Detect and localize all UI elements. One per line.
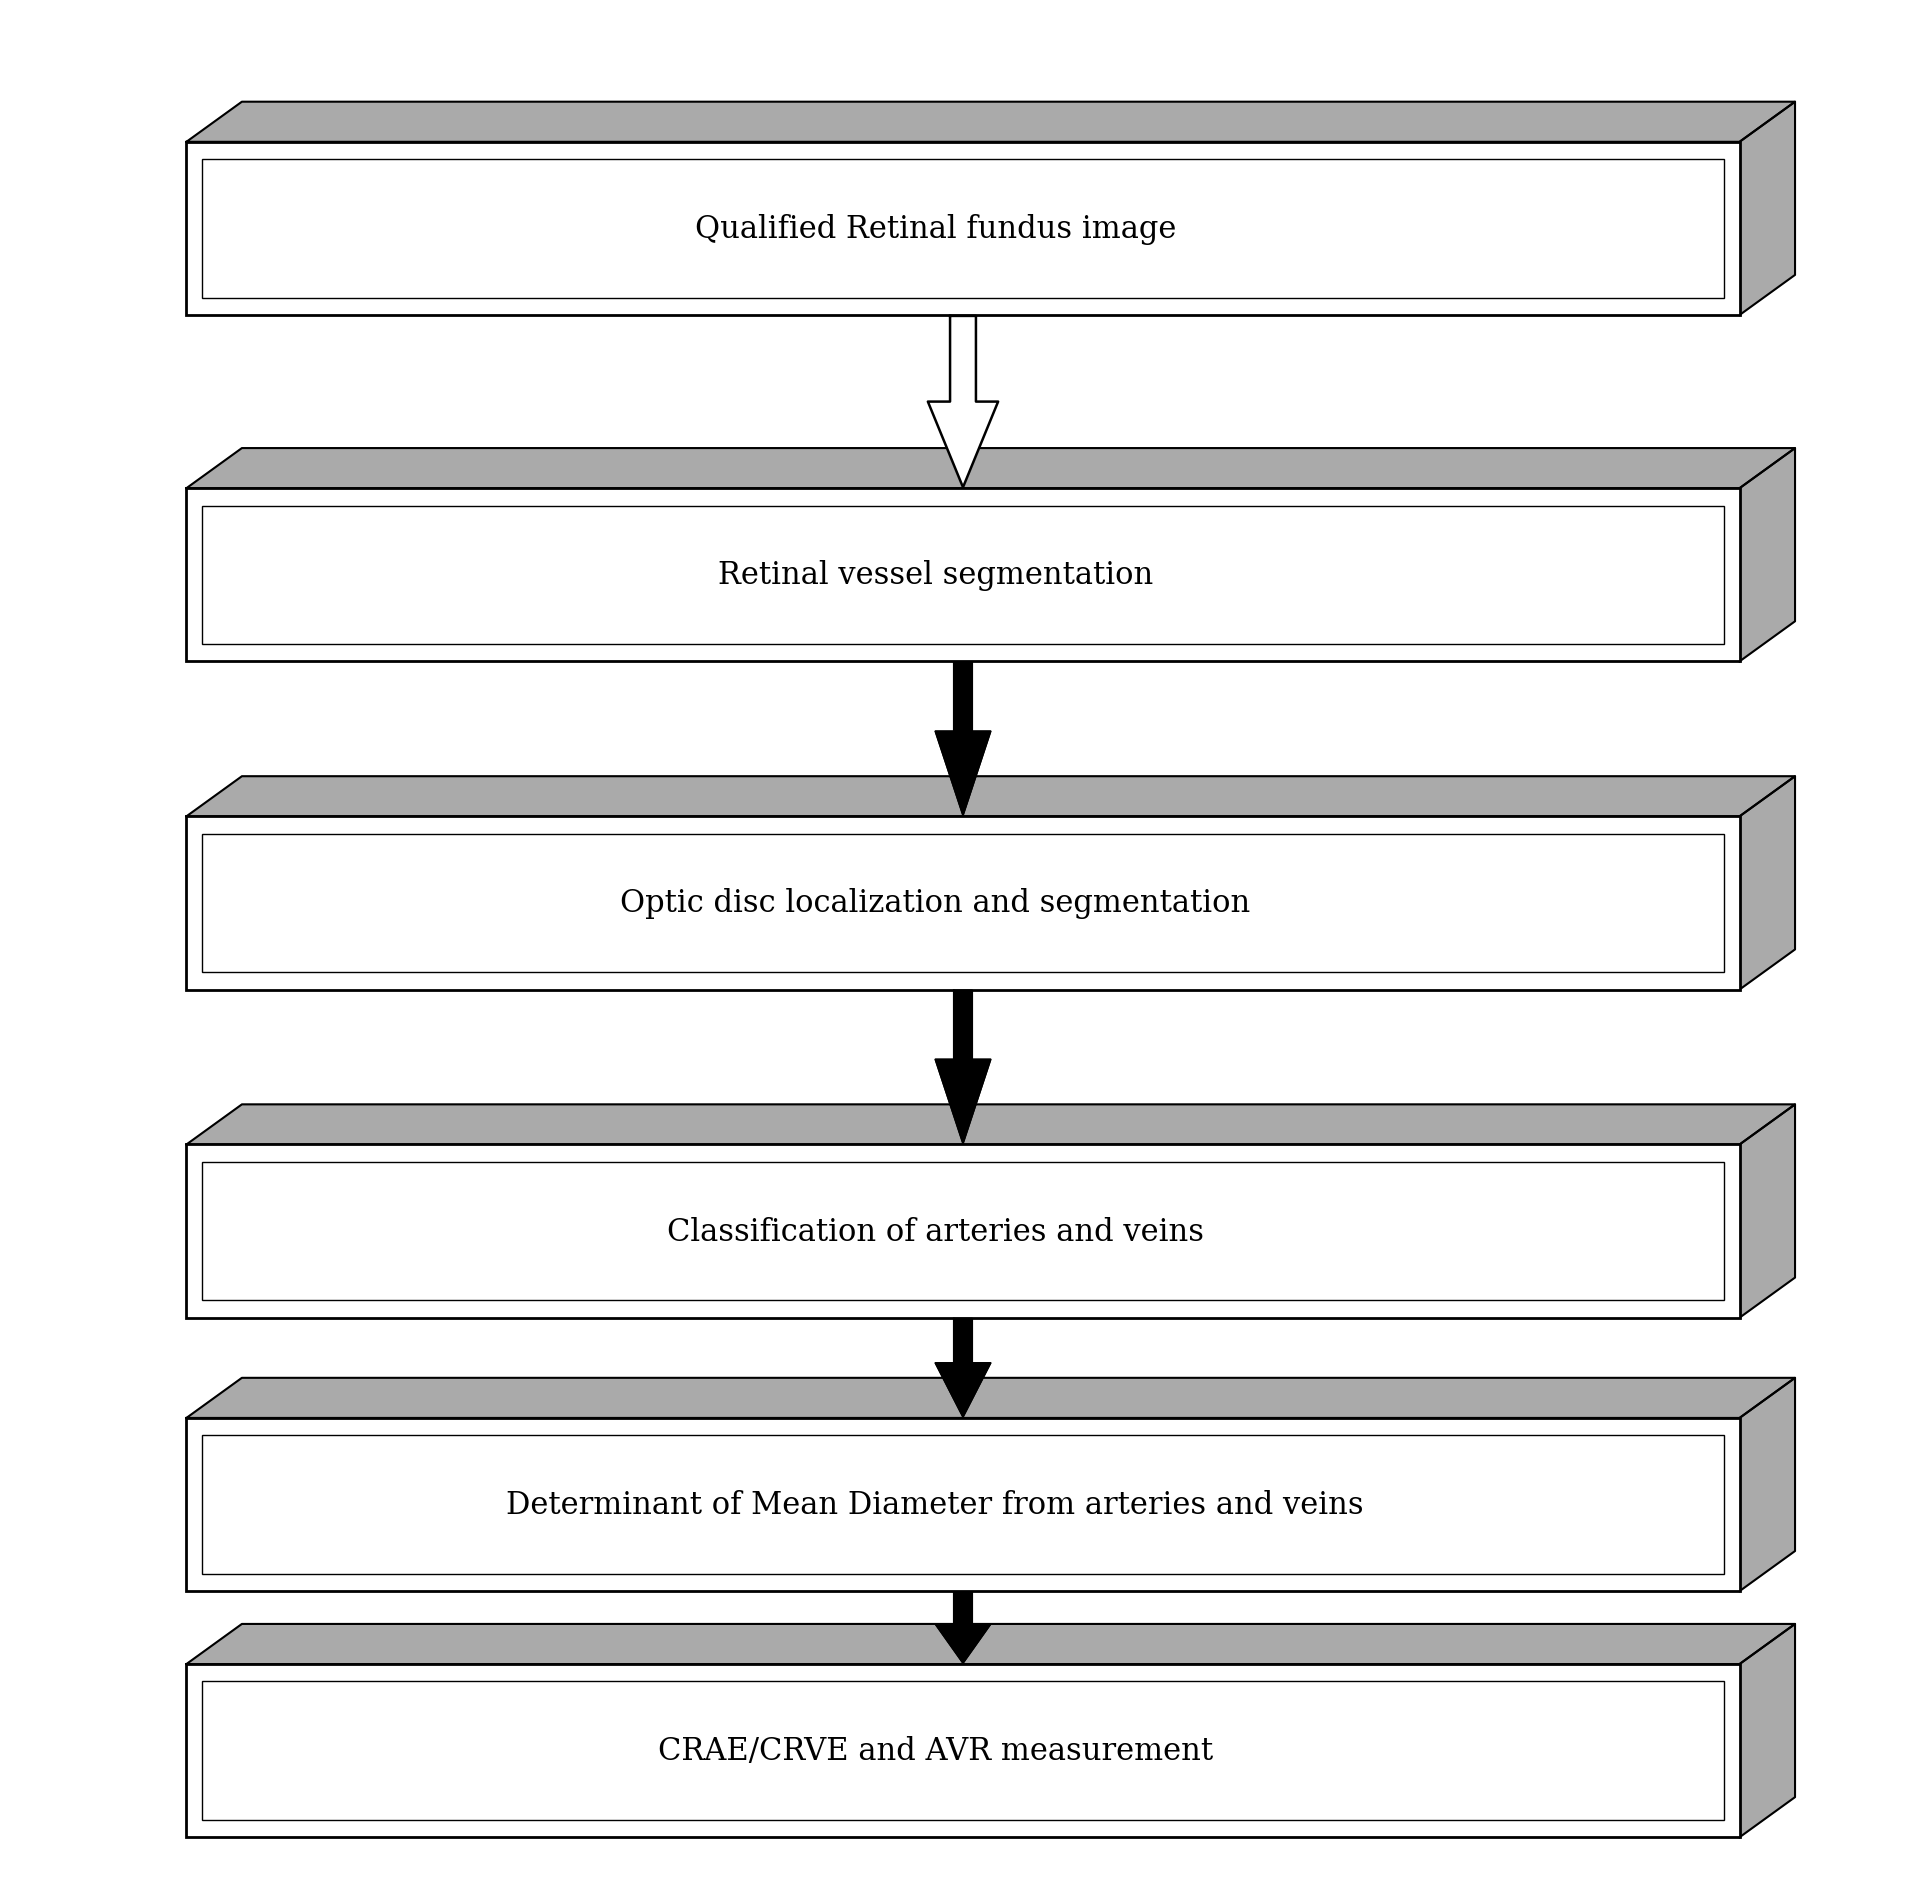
Polygon shape (1739, 776, 1795, 991)
Polygon shape (187, 776, 1795, 816)
Bar (202, 507, 1724, 645)
Bar (187, 1665, 1739, 1837)
Polygon shape (1739, 1105, 1795, 1317)
Bar (187, 142, 1739, 315)
Text: Optic disc localization and segmentation: Optic disc localization and segmentation (620, 888, 1250, 919)
Polygon shape (1739, 448, 1795, 662)
Bar (202, 1162, 1724, 1300)
Polygon shape (1739, 1378, 1795, 1591)
Polygon shape (187, 1625, 1795, 1665)
Polygon shape (936, 1319, 990, 1418)
Polygon shape (936, 1592, 990, 1663)
Bar (187, 490, 1739, 662)
Polygon shape (187, 448, 1795, 490)
Bar (202, 159, 1724, 298)
Polygon shape (928, 317, 998, 488)
Bar (202, 835, 1724, 972)
Text: Determinant of Mean Diameter from arteries and veins: Determinant of Mean Diameter from arteri… (507, 1490, 1364, 1520)
Bar (202, 1435, 1724, 1573)
Bar (187, 1418, 1739, 1591)
Polygon shape (187, 1378, 1795, 1418)
Polygon shape (187, 1105, 1795, 1144)
Text: CRAE/CRVE and AVR measurement: CRAE/CRVE and AVR measurement (657, 1735, 1213, 1767)
Polygon shape (936, 662, 990, 816)
Text: Qualified Retinal fundus image: Qualified Retinal fundus image (695, 214, 1177, 245)
Text: Classification of arteries and veins: Classification of arteries and veins (666, 1217, 1204, 1247)
Polygon shape (936, 991, 990, 1144)
Text: Retinal vessel segmentation: Retinal vessel segmentation (718, 560, 1154, 590)
Polygon shape (1739, 1625, 1795, 1837)
Bar (202, 1682, 1724, 1820)
Polygon shape (187, 102, 1795, 142)
Bar (187, 816, 1739, 991)
Bar (187, 1144, 1739, 1317)
Polygon shape (1739, 102, 1795, 315)
